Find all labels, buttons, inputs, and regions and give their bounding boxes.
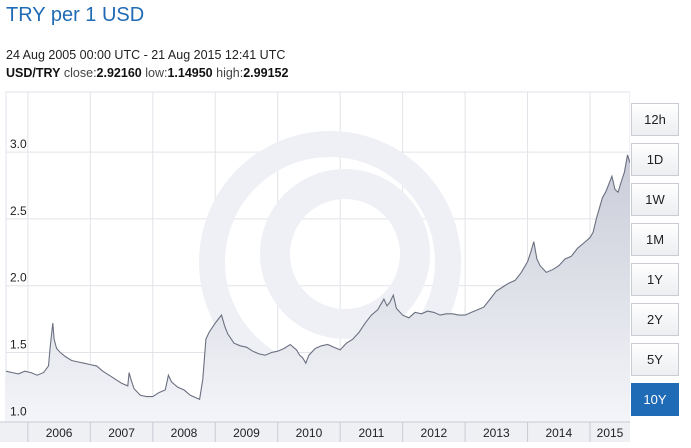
timeframe-button-1d[interactable]: 1D <box>631 143 679 176</box>
timeframe-button-2y[interactable]: 2Y <box>631 303 679 336</box>
timeframe-button-10y[interactable]: 10Y <box>631 383 679 416</box>
currency-pair: USD/TRY <box>6 66 61 80</box>
x-tick-label: 2012 <box>421 426 448 440</box>
x-tick-label: 2009 <box>233 426 260 440</box>
y-tick-label: 3.0 <box>10 137 27 151</box>
date-range: 24 Aug 2005 00:00 UTC - 21 Aug 2015 12:4… <box>6 48 286 62</box>
x-tick-label: 2006 <box>46 426 73 440</box>
timeframe-button-1m[interactable]: 1M <box>631 223 679 256</box>
y-axis: 1.0 1.5 2.0 2.5 3.0 <box>10 137 27 418</box>
y-tick-label: 2.0 <box>10 271 27 285</box>
exchange-rate-chart: 1.0 1.5 2.0 2.5 3.0 2006 2007 2008 2009 2010 2011… <box>0 91 630 442</box>
close-label: close: <box>63 66 97 80</box>
x-tick-label: 2014 <box>545 426 572 440</box>
watermark-e <box>260 169 430 339</box>
series-line <box>5 154 630 401</box>
x-tick-label: 2013 <box>483 426 510 440</box>
stats-line: USD/TRY close:2.92160 low:1.14950 high:2… <box>6 66 288 80</box>
low-value: 1.14950 <box>167 66 213 80</box>
high-label: high: <box>216 66 244 80</box>
timeframe-button-1w[interactable]: 1W <box>631 183 679 216</box>
x-tick-label: 2007 <box>108 426 135 440</box>
high-value: 2.99152 <box>243 66 289 80</box>
x-tick-label: 2011 <box>358 426 384 440</box>
y-tick-label: 1.5 <box>10 338 27 352</box>
timeframe-button-5y[interactable]: 5Y <box>631 343 679 376</box>
timeframe-button-12h[interactable]: 12h <box>631 103 679 136</box>
low-label: low: <box>145 66 168 80</box>
x-tick-label: 2010 <box>296 426 323 440</box>
y-tick-label: 2.5 <box>10 204 27 218</box>
x-axis-band <box>0 422 630 442</box>
x-tick-label: 2008 <box>171 426 198 440</box>
series-area <box>6 154 630 423</box>
chart-title: TRY per 1 USD <box>6 4 145 26</box>
x-axis: 2006 2007 2008 2009 2010 2011 2012 2013 2014 2015 <box>0 421 630 442</box>
x-tick-label: 2015 <box>597 426 624 440</box>
y-tick-label: 1.0 <box>10 404 27 418</box>
timeframe-button-1y[interactable]: 1Y <box>631 263 679 296</box>
close-value: 2.92160 <box>96 66 142 80</box>
